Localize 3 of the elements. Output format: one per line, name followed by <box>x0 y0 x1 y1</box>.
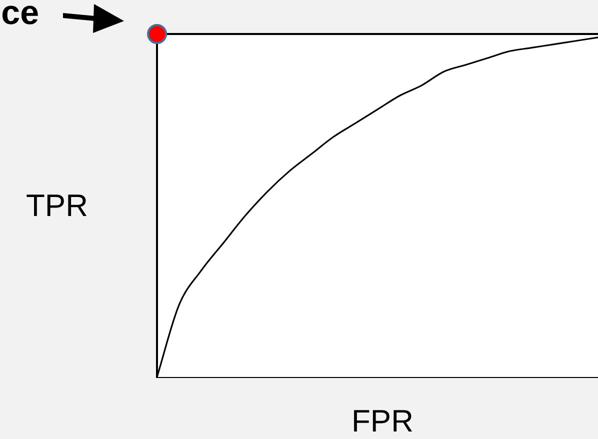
y-axis-title: TPR <box>26 188 88 224</box>
text: ce <box>1 0 39 32</box>
x-axis-title: FPR <box>352 404 414 439</box>
